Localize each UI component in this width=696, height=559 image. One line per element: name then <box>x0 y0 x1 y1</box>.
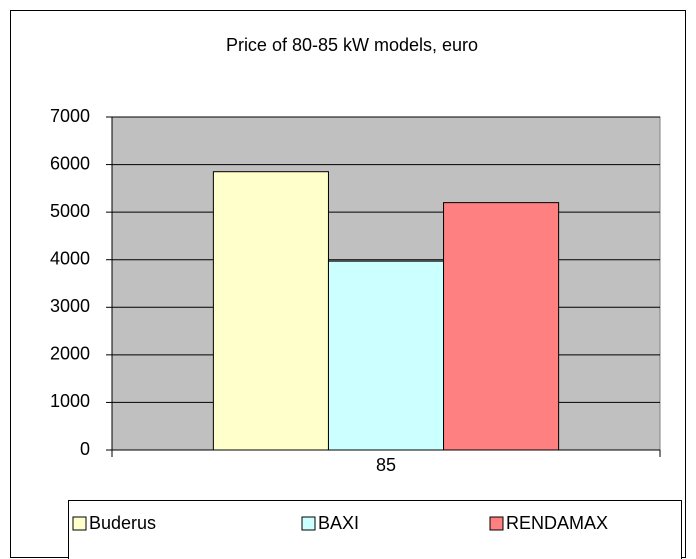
y-tick-label: 6000 <box>50 153 90 173</box>
y-tick-label: 7000 <box>50 106 90 126</box>
y-tick-label: 3000 <box>50 296 90 316</box>
y-tick-label: 1000 <box>50 391 90 411</box>
x-tick-label: 85 <box>376 455 396 475</box>
y-tick-label: 4000 <box>50 248 90 268</box>
y-tick-label: 2000 <box>50 344 90 364</box>
legend-swatch <box>72 516 87 531</box>
legend-swatch <box>301 516 316 531</box>
legend-label: BAXI <box>318 513 359 533</box>
bar <box>443 202 560 451</box>
legend-box <box>68 500 682 559</box>
legend-label: RENDAMAX <box>506 513 608 533</box>
legend-swatch <box>489 516 504 531</box>
legend-label: Buderus <box>89 513 156 533</box>
bar <box>327 260 445 451</box>
y-tick-label: 5000 <box>50 201 90 221</box>
chart-title: Price of 80-85 kW models, euro <box>226 35 478 55</box>
bar <box>212 171 329 451</box>
y-tick-label: 0 <box>80 439 90 459</box>
